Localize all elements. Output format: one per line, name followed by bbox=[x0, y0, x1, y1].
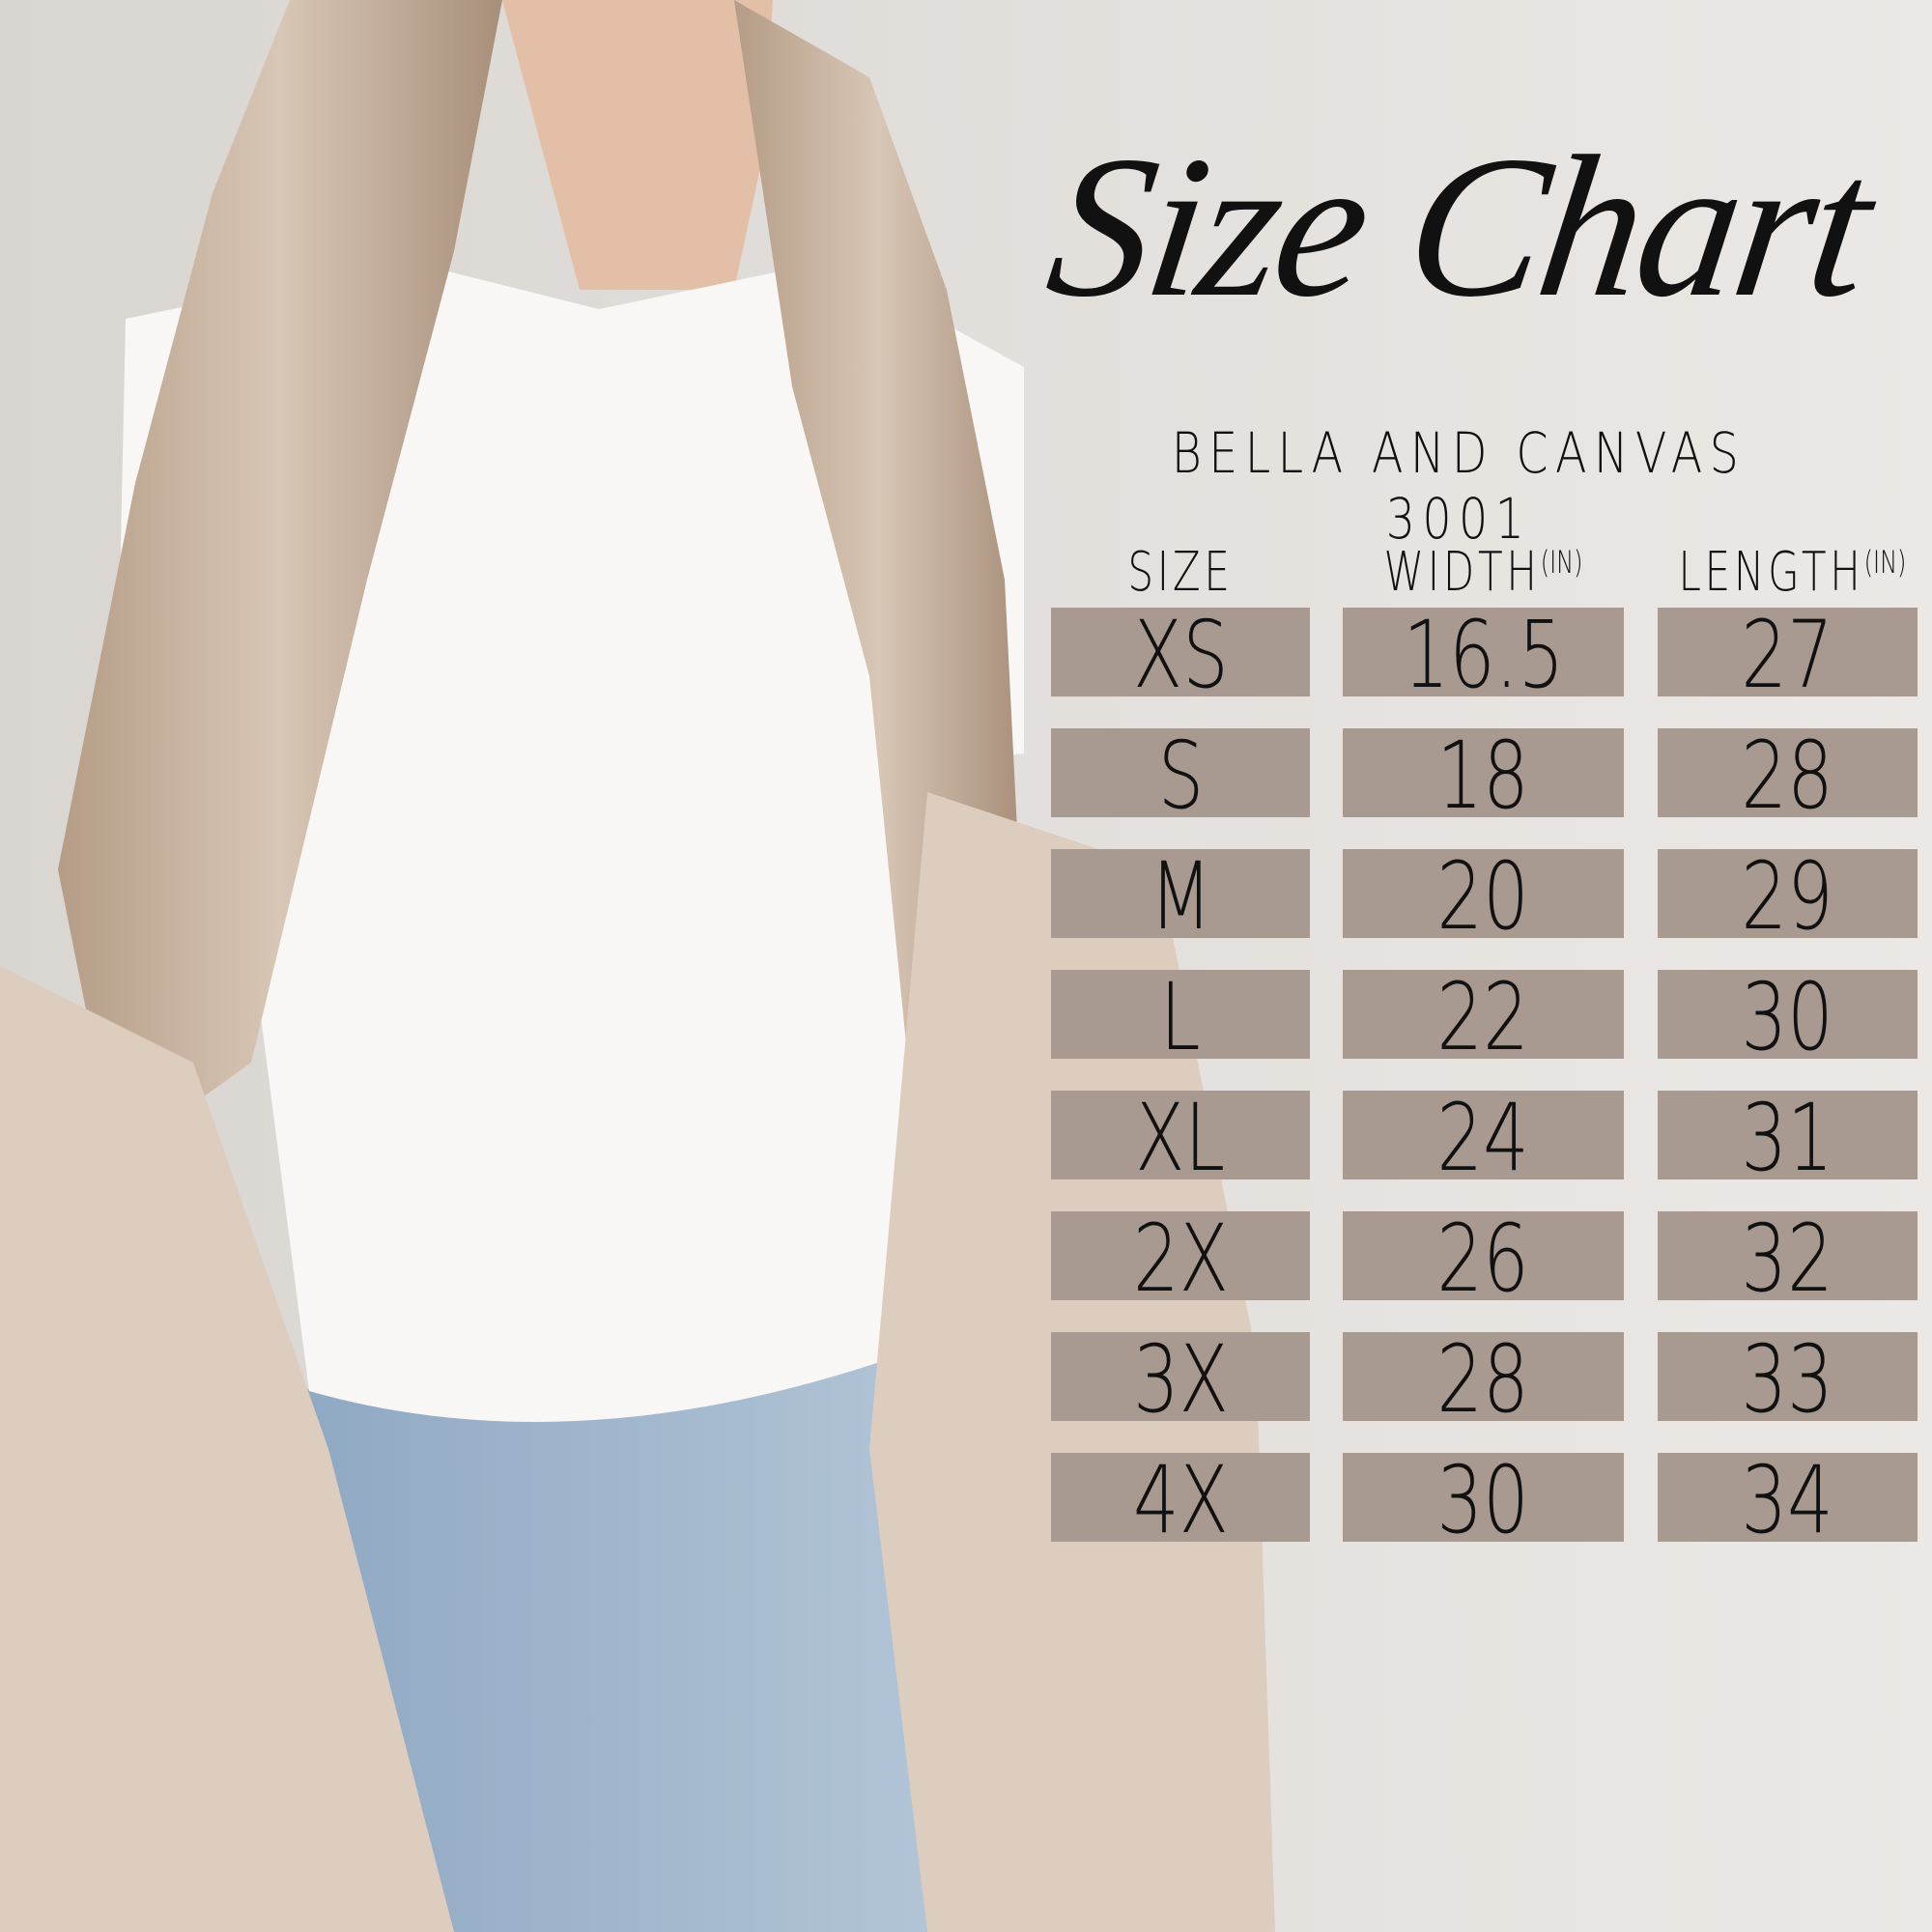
cell-width: 28 bbox=[1343, 1332, 1624, 1426]
cell-size: XS bbox=[1051, 608, 1310, 701]
cell-length: 34 bbox=[1658, 1453, 1918, 1547]
size-value: S bbox=[1157, 722, 1204, 830]
header-width: WIDTH(IN) bbox=[1378, 541, 1588, 609]
cell-size: L bbox=[1051, 970, 1310, 1064]
cell-size: 3X bbox=[1051, 1332, 1310, 1426]
length-value: 27 bbox=[1741, 601, 1834, 709]
length-value: 29 bbox=[1741, 842, 1834, 951]
cell-length: 27 bbox=[1658, 608, 1918, 701]
product-subtitle: BELLA AND CANVAS 3001 bbox=[1171, 420, 1747, 552]
size-value: XS bbox=[1132, 601, 1229, 709]
length-value: 30 bbox=[1741, 963, 1834, 1071]
header-width-label: WIDTH bbox=[1383, 541, 1541, 604]
cell-width: 18 bbox=[1343, 728, 1624, 822]
cell-width: 20 bbox=[1343, 849, 1624, 943]
cell-length: 28 bbox=[1658, 728, 1918, 822]
length-value: 33 bbox=[1741, 1325, 1834, 1434]
cell-width: 22 bbox=[1343, 970, 1624, 1064]
width-value: 18 bbox=[1436, 722, 1530, 830]
cell-size: M bbox=[1051, 849, 1310, 943]
width-value: 24 bbox=[1436, 1084, 1530, 1192]
cell-size: 4X bbox=[1051, 1453, 1310, 1547]
hair-left bbox=[58, 0, 502, 1159]
hair-right bbox=[734, 0, 1024, 1063]
size-value: M bbox=[1149, 842, 1212, 951]
cell-length: 33 bbox=[1658, 1332, 1918, 1426]
cell-width: 30 bbox=[1343, 1453, 1624, 1547]
cell-length: 31 bbox=[1658, 1091, 1918, 1184]
cell-width: 26 bbox=[1343, 1211, 1624, 1305]
header-length-unit: (IN) bbox=[1863, 544, 1907, 581]
cell-width: 16.5 bbox=[1343, 608, 1624, 701]
cell-size: XL bbox=[1051, 1091, 1310, 1184]
cell-length: 30 bbox=[1658, 970, 1918, 1064]
length-value: 32 bbox=[1741, 1205, 1834, 1313]
header-size: SIZE bbox=[1084, 541, 1278, 609]
cell-length: 32 bbox=[1658, 1211, 1918, 1305]
size-value: 4X bbox=[1132, 1446, 1229, 1554]
width-value: 22 bbox=[1436, 963, 1530, 1071]
size-value: XL bbox=[1135, 1084, 1226, 1192]
width-value: 28 bbox=[1436, 1325, 1530, 1434]
jeans bbox=[290, 1333, 966, 1932]
header-size-label: SIZE bbox=[1127, 541, 1234, 604]
header-length: LENGTH(IN) bbox=[1678, 541, 1907, 609]
size-value: 2X bbox=[1132, 1205, 1229, 1313]
length-value: 34 bbox=[1741, 1446, 1834, 1554]
length-value: 28 bbox=[1741, 722, 1834, 830]
header-length-label: LENGTH bbox=[1678, 541, 1864, 604]
cardigan-left bbox=[0, 966, 454, 1932]
page-title: Size Chart bbox=[1037, 115, 1881, 339]
length-value: 31 bbox=[1741, 1084, 1834, 1192]
width-value: 20 bbox=[1436, 842, 1530, 951]
cell-width: 24 bbox=[1343, 1091, 1624, 1184]
skin bbox=[502, 0, 773, 290]
cell-length: 29 bbox=[1658, 849, 1918, 943]
cell-size: S bbox=[1051, 728, 1310, 822]
width-value: 30 bbox=[1436, 1446, 1530, 1554]
header-width-unit: (IN) bbox=[1540, 544, 1583, 581]
cell-size: 2X bbox=[1051, 1211, 1310, 1305]
width-value: 26 bbox=[1436, 1205, 1530, 1313]
width-value: 16.5 bbox=[1403, 601, 1564, 709]
size-value: 3X bbox=[1132, 1325, 1229, 1434]
size-value: L bbox=[1160, 963, 1201, 1071]
